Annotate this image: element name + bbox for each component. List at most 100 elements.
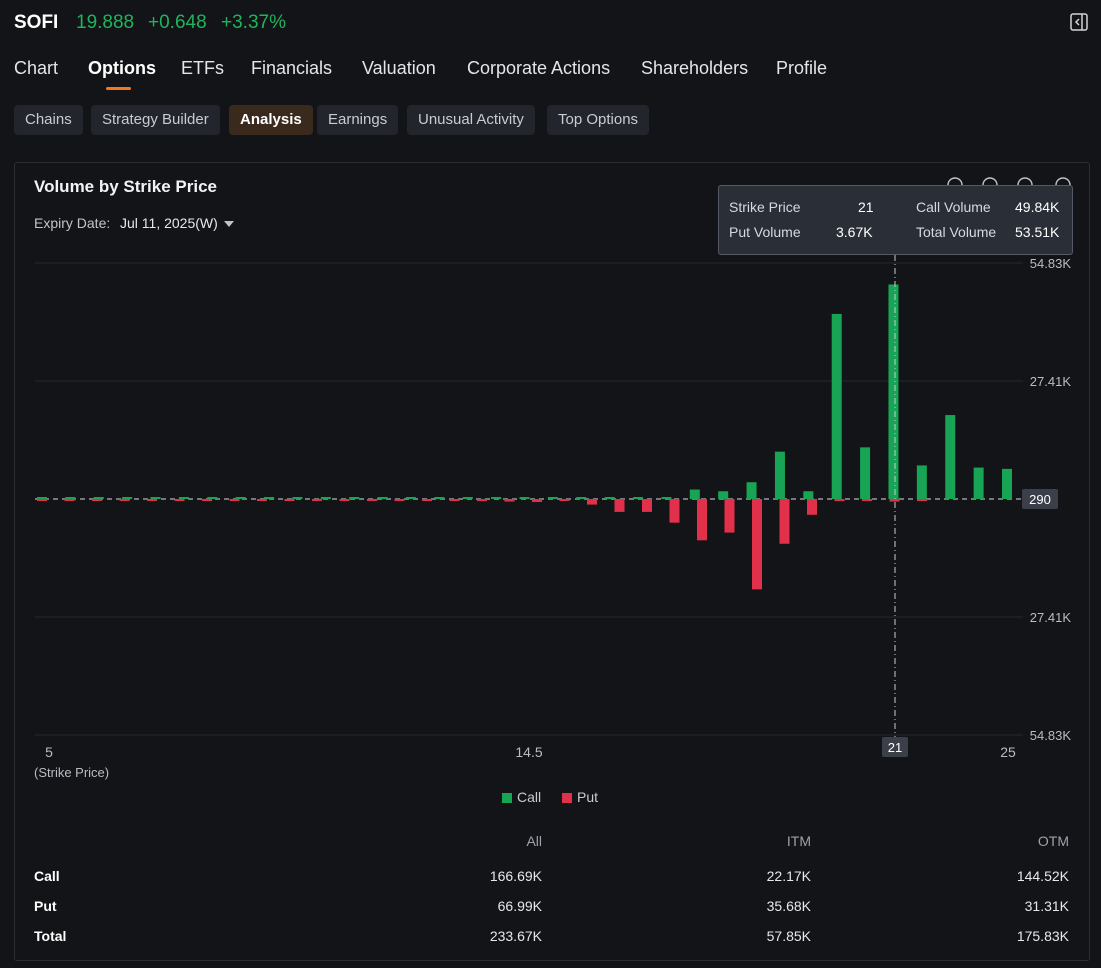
put-bar xyxy=(889,499,900,502)
summary-cell: 35.68K xyxy=(766,898,811,914)
tab-shareholders[interactable]: Shareholders xyxy=(641,58,749,78)
subtab-strategy-builder[interactable]: Strategy Builder xyxy=(91,105,220,135)
call-bar xyxy=(292,497,303,499)
call-bar xyxy=(860,447,871,499)
call-bar xyxy=(65,497,76,499)
summary-header-all: All xyxy=(526,833,542,849)
put-bar xyxy=(119,499,130,501)
tab-options[interactable]: Options xyxy=(88,58,156,78)
call-bar xyxy=(377,497,388,499)
tooltip-call-value: 49.84K xyxy=(1015,199,1060,215)
put-bar xyxy=(669,499,680,523)
put-bar xyxy=(37,499,47,501)
call-bar xyxy=(576,497,587,499)
volume-bar-chart[interactable]: 54.83K 27.41K 290 27.41K 54.83K 21 5 14.5 25 (Str… xyxy=(15,163,1091,783)
summary-row-label: Total xyxy=(34,928,67,944)
expiry-dropdown[interactable]: Jul 11, 2025(W) xyxy=(120,215,234,231)
call-bar xyxy=(604,497,615,499)
tab-etfs[interactable]: ETFs xyxy=(181,58,224,78)
legend-call-swatch xyxy=(502,793,512,803)
call-bar xyxy=(774,451,785,499)
tab-valuation[interactable]: Valuation xyxy=(362,58,436,78)
expiry-label: Expiry Date: xyxy=(34,215,111,231)
tab-chart[interactable]: Chart xyxy=(14,58,59,78)
chart-title: Volume by Strike Price xyxy=(34,177,217,196)
put-bar xyxy=(147,499,157,501)
tooltip-put-label: Put Volume xyxy=(729,224,801,240)
tooltip-total-value: 53.51K xyxy=(1015,224,1060,240)
summary-cell: 22.17K xyxy=(766,868,811,884)
x-tick-label: 5 xyxy=(45,744,53,760)
subtab-unusual-activity[interactable]: Unusual Activity xyxy=(407,105,535,135)
tab-corporate-actions[interactable]: Corporate Actions xyxy=(467,58,611,78)
call-bar xyxy=(207,497,218,499)
put-bar xyxy=(807,499,817,515)
zero-marker-box xyxy=(1022,489,1058,509)
tab-profile[interactable]: Profile xyxy=(776,58,828,78)
summary-cell: 57.85K xyxy=(766,928,811,944)
subtab-analysis[interactable]: Analysis xyxy=(229,105,313,135)
legend-put[interactable]: Put xyxy=(562,789,598,805)
crosshair-label: 21 xyxy=(888,740,902,755)
put-bar xyxy=(559,499,570,501)
call-bar xyxy=(519,497,530,499)
call-bar xyxy=(803,491,814,499)
collapse-panel-icon[interactable] xyxy=(1069,12,1089,32)
put-bar xyxy=(752,499,762,590)
subtab-chains[interactable]: Chains xyxy=(14,105,83,135)
subtab-top-options[interactable]: Top Options xyxy=(547,105,650,135)
put-bar xyxy=(917,499,927,501)
put-bar xyxy=(697,499,707,541)
legend-put-label: Put xyxy=(577,789,599,805)
call-bar xyxy=(93,497,104,499)
put-bar xyxy=(724,499,735,533)
put-bar xyxy=(284,499,295,501)
summary-cell: 166.69K xyxy=(489,868,542,884)
y-tick-label: 54.83K xyxy=(1030,728,1072,743)
call-bar xyxy=(462,497,473,499)
summary-cell: 233.67K xyxy=(489,928,542,944)
call-bar xyxy=(973,467,984,499)
subtab-earnings[interactable]: Earnings xyxy=(317,105,399,135)
legend-call[interactable]: Call xyxy=(502,789,541,805)
expiry-value: Jul 11, 2025(W) xyxy=(120,215,218,231)
tooltip-total-label: Total Volume xyxy=(916,224,997,240)
call-bar xyxy=(888,284,899,499)
tab-financials[interactable]: Financials xyxy=(251,58,333,78)
price-change-percent: +3.37% xyxy=(221,12,286,33)
y-tick-label: 290 xyxy=(1029,492,1051,507)
put-bar xyxy=(587,499,597,505)
quote-header: SOFI 19.888 +0.648 +3.37% xyxy=(0,0,1101,46)
put-bar xyxy=(834,499,845,502)
call-bar xyxy=(122,497,133,499)
price-change: +0.648 xyxy=(148,12,207,33)
call-bar xyxy=(831,313,842,499)
summary-cell: 31.31K xyxy=(1024,898,1069,914)
call-bar xyxy=(349,497,360,499)
summary-row-label: Call xyxy=(34,868,60,884)
put-bar xyxy=(202,499,212,501)
put-bar xyxy=(174,499,185,501)
put-bar xyxy=(532,499,542,503)
put-bar xyxy=(504,499,515,502)
put-bar xyxy=(394,499,405,501)
call-bar xyxy=(434,497,445,499)
summary-cell: 175.83K xyxy=(1016,928,1069,944)
y-tick-label: 27.41K xyxy=(1030,610,1072,625)
put-bar xyxy=(339,499,350,501)
chart-tooltip: Strike Price 21 Call Volume 49.84K Put V… xyxy=(718,185,1073,255)
volume-chart-card: Volume by Strike Price Expiry Date: Jul … xyxy=(14,162,1090,961)
call-bar xyxy=(264,497,275,499)
call-bar xyxy=(37,497,47,499)
summary-cell: 144.52K xyxy=(1016,868,1069,884)
put-bar xyxy=(64,499,75,501)
put-bar xyxy=(229,499,240,501)
call-bar xyxy=(150,497,161,499)
call-bar xyxy=(235,497,246,499)
x-tick-label: 25 xyxy=(1000,744,1016,760)
call-bar xyxy=(405,497,416,499)
summary-header-itm: ITM xyxy=(786,833,811,849)
y-tick-label: 54.83K xyxy=(1030,256,1072,271)
call-bar xyxy=(916,465,927,499)
summary-header-otm: OTM xyxy=(1037,833,1069,849)
